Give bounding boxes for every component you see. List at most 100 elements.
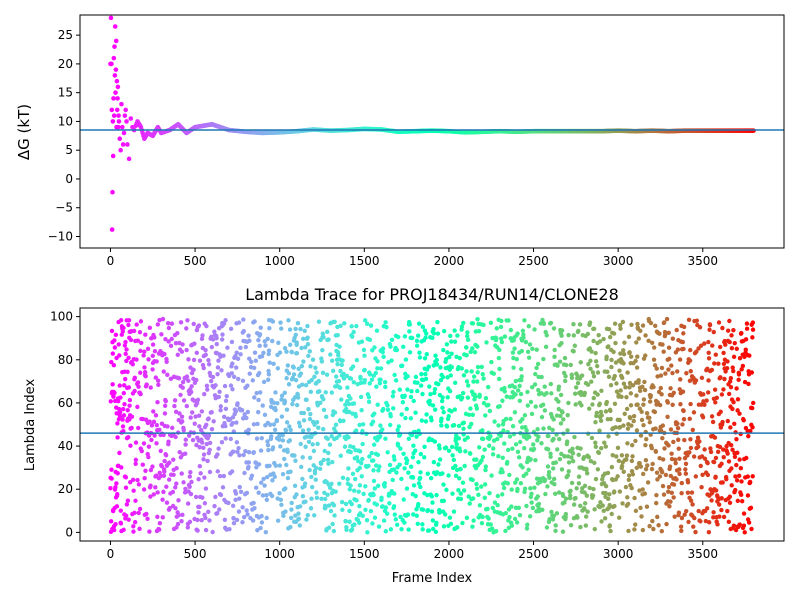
lambda-point	[590, 402, 595, 407]
lambda-point	[406, 470, 411, 475]
lambda-point	[635, 321, 640, 327]
lambda-point	[499, 336, 504, 341]
lambda-point	[233, 497, 238, 502]
lambda-point	[643, 458, 649, 463]
lambda-point	[309, 496, 314, 501]
lambda-point	[616, 458, 622, 464]
lambda-point	[359, 460, 364, 466]
lambda-point	[591, 395, 596, 401]
lambda-point	[503, 511, 508, 516]
lambda-point	[737, 356, 743, 361]
lambda-point	[376, 468, 381, 473]
lambda-point	[633, 508, 639, 514]
lambda-point	[441, 498, 447, 504]
lambda-point	[256, 409, 261, 415]
lambda-x-tick-label: 3000	[603, 547, 634, 561]
lambda-point	[445, 350, 450, 355]
lambda-point	[415, 388, 420, 394]
lambda-point	[334, 374, 339, 379]
lambda-point	[627, 385, 632, 390]
lambda-point	[353, 414, 359, 419]
lambda-point	[359, 339, 365, 344]
lambda-point	[539, 414, 545, 420]
lambda-point	[215, 365, 221, 370]
lambda-point	[144, 382, 149, 387]
lambda-point	[117, 450, 122, 456]
lambda-point	[682, 437, 687, 443]
lambda-point	[298, 441, 303, 447]
lambda-point	[606, 344, 611, 349]
lambda-point	[643, 353, 648, 358]
lambda-point	[252, 319, 257, 324]
lambda-point	[532, 327, 537, 332]
lambda-point	[526, 324, 531, 329]
lambda-point	[234, 350, 239, 355]
lambda-point	[637, 460, 642, 466]
lambda-point	[640, 487, 645, 492]
lambda-point	[741, 511, 747, 516]
lambda-point	[332, 513, 337, 518]
lambda-point	[207, 518, 212, 523]
lambda-point	[189, 370, 195, 376]
lambda-point	[256, 338, 261, 343]
lambda-point	[283, 509, 288, 514]
lambda-point	[727, 500, 733, 506]
lambda-point	[440, 471, 445, 476]
lambda-point	[470, 524, 475, 529]
lambda-point	[568, 493, 573, 498]
lambda-point	[461, 488, 467, 493]
dg-point	[112, 73, 118, 78]
lambda-point	[146, 444, 152, 449]
lambda-point	[572, 343, 578, 348]
lambda-point	[141, 441, 147, 446]
lambda-point	[588, 358, 593, 363]
lambda-point	[150, 342, 156, 347]
lambda-point	[351, 380, 357, 385]
lambda-point	[438, 378, 444, 383]
lambda-point	[350, 471, 356, 477]
lambda-point	[318, 461, 324, 466]
lambda-point	[646, 338, 651, 344]
lambda-point	[160, 515, 165, 520]
lambda-point	[306, 439, 312, 445]
lambda-point	[553, 528, 558, 534]
lambda-point	[694, 318, 700, 323]
lambda-point	[308, 389, 314, 395]
lambda-point	[411, 398, 416, 404]
lambda-point	[203, 486, 209, 491]
lambda-point	[394, 347, 399, 353]
lambda-point	[218, 408, 223, 413]
lambda-point	[156, 382, 161, 388]
lambda-point	[585, 331, 591, 337]
lambda-point	[599, 519, 604, 524]
lambda-point	[638, 328, 643, 334]
lambda-point	[350, 334, 355, 339]
lambda-point	[677, 471, 682, 477]
lambda-point	[733, 487, 738, 493]
lambda-point	[324, 372, 330, 377]
lambda-point	[724, 366, 730, 371]
lambda-point	[258, 325, 263, 330]
lambda-point	[512, 385, 517, 390]
lambda-point	[641, 397, 647, 402]
lambda-point	[449, 351, 454, 356]
lambda-point	[367, 381, 372, 386]
lambda-point	[541, 426, 546, 431]
lambda-point	[465, 337, 471, 342]
lambda-point	[362, 353, 367, 358]
lambda-point	[241, 317, 246, 322]
lambda-point	[489, 359, 494, 365]
dg-x-tick-label: 0	[107, 254, 115, 268]
lambda-point	[571, 502, 577, 507]
lambda-point	[110, 351, 116, 356]
lambda-point	[266, 348, 272, 353]
lambda-point	[220, 485, 226, 490]
lambda-point	[461, 320, 466, 326]
lambda-point	[725, 451, 730, 456]
lambda-point	[451, 457, 457, 463]
lambda-point	[305, 512, 310, 518]
lambda-point	[535, 438, 540, 443]
lambda-point	[145, 516, 150, 521]
lambda-point	[572, 434, 577, 440]
lambda-point	[536, 374, 541, 380]
